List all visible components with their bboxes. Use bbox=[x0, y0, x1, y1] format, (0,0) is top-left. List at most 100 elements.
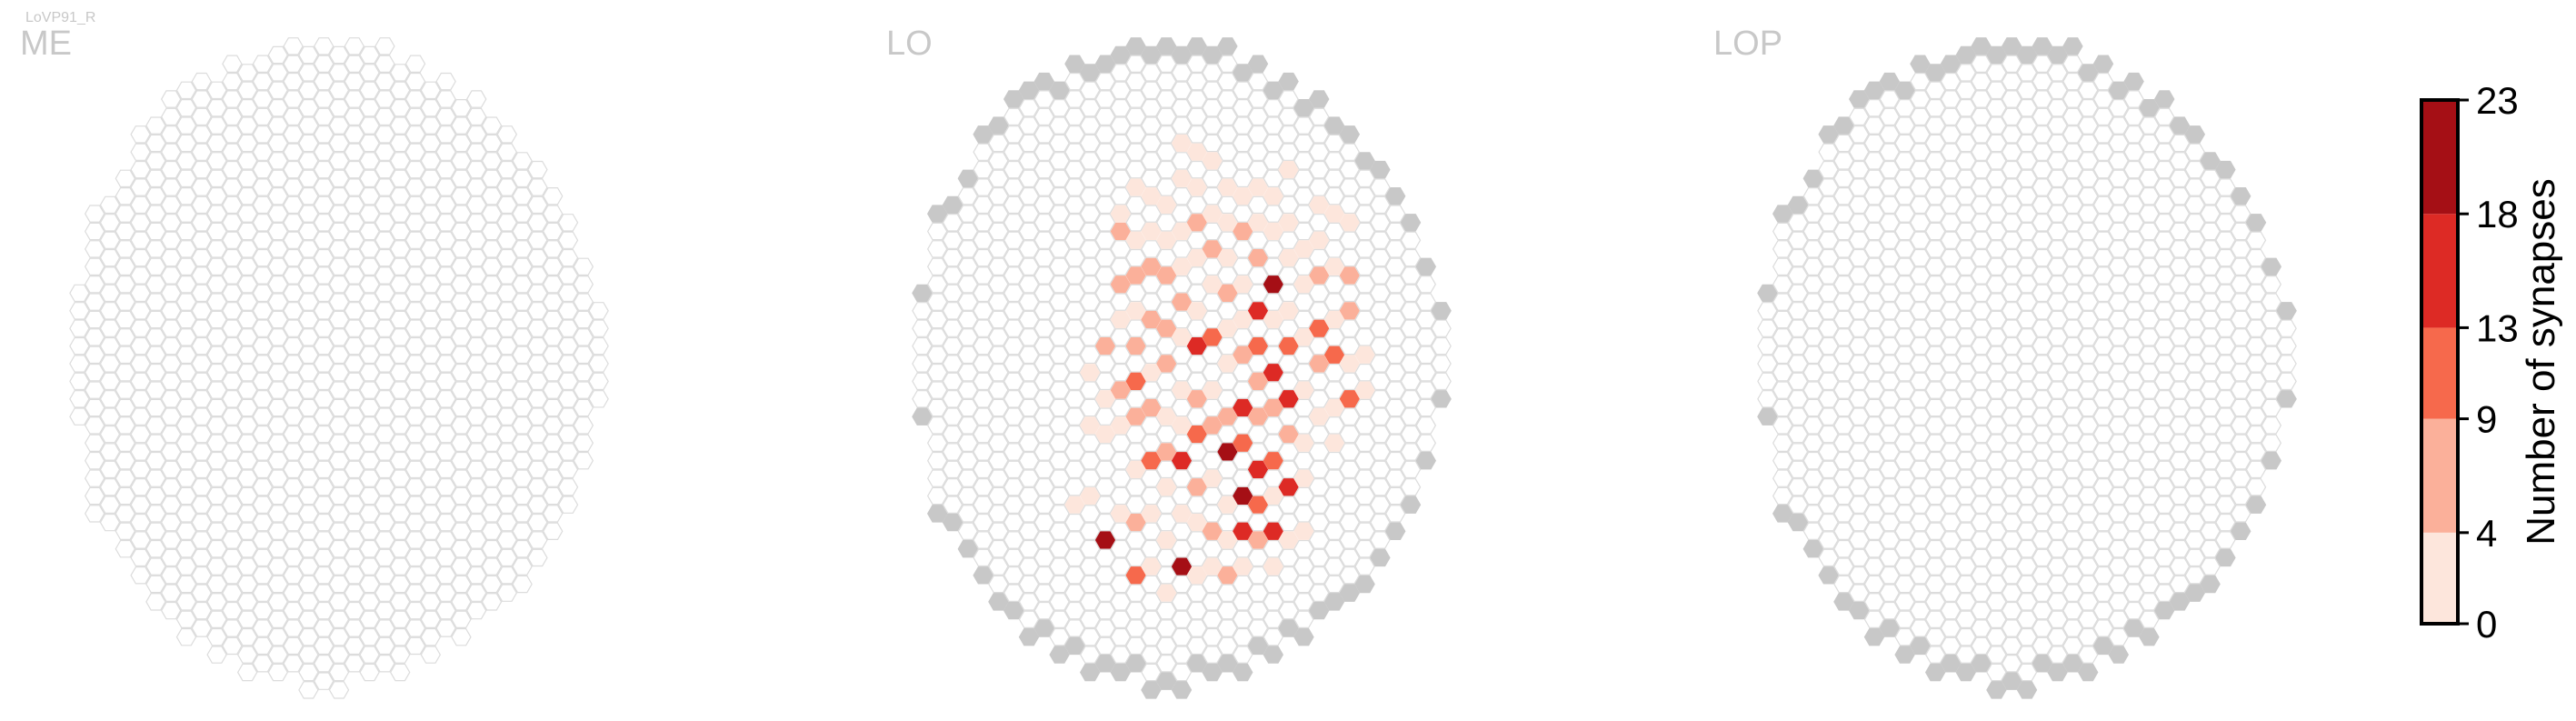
hex-cell-me bbox=[175, 486, 197, 506]
hex-cell-me bbox=[283, 496, 304, 514]
hex-cell-lo bbox=[1064, 425, 1085, 444]
hex-cell-lo bbox=[988, 522, 1009, 541]
hex-cell-me bbox=[435, 372, 456, 391]
hex-cell-me bbox=[145, 522, 166, 541]
hex-cell-lo bbox=[1247, 496, 1269, 514]
hex-cell-me bbox=[542, 522, 564, 541]
hex-cell-lop bbox=[1955, 451, 1977, 470]
hex-cell-lo bbox=[926, 240, 948, 258]
hex-cell-lop bbox=[1924, 593, 1946, 611]
hex-cell-me bbox=[236, 64, 258, 82]
hex-cell-me bbox=[542, 328, 564, 346]
hex-cell-lo bbox=[1323, 522, 1345, 541]
hex-cell-me bbox=[191, 478, 213, 496]
hex-cell-me bbox=[374, 195, 395, 215]
hex-cell-lo bbox=[942, 266, 964, 285]
hex-cell-me bbox=[267, 469, 289, 487]
hex-cell-lop bbox=[1879, 107, 1901, 126]
hex-cell-me bbox=[451, 610, 472, 629]
hex-cell-me bbox=[313, 584, 334, 602]
hex-cell-lop bbox=[2032, 655, 2053, 673]
hex-cell-lop bbox=[2169, 505, 2191, 523]
hex-cell-me bbox=[328, 98, 350, 117]
hex-cell-me bbox=[481, 469, 503, 487]
hex-cell-lop bbox=[1848, 107, 1870, 126]
hex-cell-me bbox=[374, 372, 395, 391]
hex-cell-lop bbox=[1757, 372, 1778, 391]
hex-cell-lop bbox=[1924, 134, 1946, 153]
hex-cell-me bbox=[130, 178, 151, 196]
hex-cell-me bbox=[328, 275, 350, 294]
hex-cell-lop bbox=[2062, 72, 2083, 91]
hex-cell-lop bbox=[2016, 451, 2038, 470]
hex-cell-me bbox=[191, 619, 213, 637]
hex-cell-me bbox=[298, 328, 319, 346]
hex-cell-lo bbox=[1370, 336, 1391, 355]
hex-cell-lop bbox=[2032, 372, 2053, 391]
hex-cell-lop bbox=[1894, 186, 1915, 205]
hex-cell-lo bbox=[1263, 434, 1284, 453]
hex-cell-lop bbox=[1924, 64, 1946, 82]
hex-cell-lop bbox=[2108, 434, 2130, 453]
hex-cell-lop bbox=[1986, 45, 2007, 65]
hex-cell-lop bbox=[2215, 214, 2236, 232]
hex-cell-lo bbox=[1141, 663, 1162, 682]
hex-cell-lo bbox=[1125, 584, 1146, 602]
hex-cell-lop bbox=[2153, 302, 2175, 320]
hex-cell-me bbox=[328, 186, 350, 205]
hex-cell-me bbox=[344, 407, 365, 426]
hex-cell-lo bbox=[1202, 222, 1223, 241]
hex-cell-lo bbox=[1232, 663, 1253, 682]
hex-cell-me bbox=[130, 284, 151, 303]
hex-cell-lop bbox=[1910, 178, 1931, 196]
hex-cell-me bbox=[99, 336, 121, 355]
hex-cell-me bbox=[404, 460, 426, 479]
hex-cell-lop bbox=[2108, 610, 2130, 629]
hex-cell-lo bbox=[1018, 416, 1040, 435]
hex-cell-me bbox=[573, 293, 594, 311]
hex-cell-lo bbox=[1125, 178, 1146, 196]
hex-cell-me bbox=[389, 663, 411, 682]
hex-cell-lop bbox=[1955, 98, 1977, 117]
hex-cell-lo bbox=[1064, 160, 1085, 179]
hex-cell-lo bbox=[1323, 328, 1345, 346]
hex-cell-lop bbox=[1787, 443, 1809, 461]
hex-cell-lo bbox=[1141, 646, 1162, 664]
hex-cell-lop bbox=[1910, 319, 1931, 337]
hex-cell-lo bbox=[1003, 160, 1024, 179]
hex-cell-lo bbox=[1094, 460, 1116, 479]
hex-cell-me bbox=[160, 460, 182, 479]
hex-cell-lop bbox=[2108, 646, 2130, 664]
hex-cell-me bbox=[313, 513, 334, 532]
hex-cell-lo bbox=[1278, 178, 1299, 196]
hex-cell-me bbox=[465, 478, 487, 496]
hex-cell-me bbox=[328, 81, 350, 100]
hex-cell-me bbox=[160, 355, 182, 373]
hex-cell-lo bbox=[1155, 655, 1177, 673]
hex-cell-me bbox=[99, 355, 121, 373]
hex-cell-me bbox=[328, 486, 350, 506]
hex-cell-lo bbox=[1125, 636, 1146, 656]
hex-cell-lo bbox=[1202, 186, 1223, 205]
hex-cell-lo bbox=[1323, 310, 1345, 329]
hex-cell-lo bbox=[957, 328, 979, 346]
hex-cell-lop bbox=[2001, 619, 2022, 637]
hex-cell-me bbox=[512, 257, 533, 276]
hex-cell-lo bbox=[1110, 257, 1132, 276]
hex-cell-lop bbox=[2139, 328, 2160, 346]
hex-cell-lo bbox=[1003, 407, 1024, 426]
hex-cell-lo bbox=[1263, 240, 1284, 258]
hex-cell-lo bbox=[1431, 390, 1452, 408]
hex-cell-lop bbox=[2032, 107, 2053, 126]
hex-cell-lop bbox=[2047, 381, 2068, 399]
hex-cell-lo bbox=[1049, 222, 1070, 241]
hex-cell-lop bbox=[2001, 125, 2022, 144]
hex-cell-me bbox=[267, 398, 289, 417]
hex-cell-lop bbox=[1833, 222, 1854, 241]
hex-cell-lop bbox=[2153, 601, 2175, 620]
hex-cell-lo bbox=[1278, 478, 1299, 496]
hex-cell-lop bbox=[1848, 160, 1870, 179]
hex-cell-lo bbox=[1247, 513, 1269, 532]
hex-cell-me bbox=[435, 284, 456, 303]
hex-cell-lo bbox=[1217, 355, 1238, 373]
